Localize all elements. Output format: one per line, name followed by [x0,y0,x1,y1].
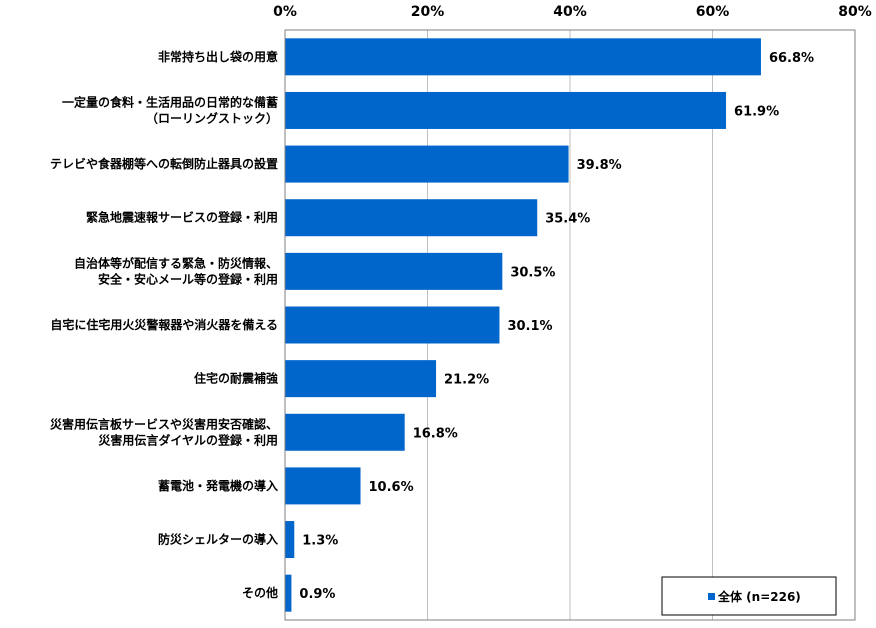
bar [285,467,361,505]
category-label: 災害用伝言ダイヤルの登録・利用 [98,432,278,447]
bar [285,145,569,183]
bar [285,306,500,344]
value-label: 35.4% [545,212,590,227]
value-label: 30.1% [507,319,552,334]
plot-frame [284,29,856,621]
category-label: 蓄電池・発電機の導入 [158,478,278,493]
legend-box [661,576,837,616]
bars [285,38,761,612]
category-label: （ローリングストック） [146,110,278,125]
bar [285,252,503,290]
legend: 全体 (n=226) [661,576,837,616]
category-label: 住宅の耐震補強 [194,371,278,386]
bar [285,413,405,451]
category-label: その他 [242,585,278,600]
x-tick-labels: 0% 20% 40% 60% 80% [273,4,872,20]
value-label: 1.3% [302,534,338,549]
category-label: 非常持ち出し袋の用意 [158,49,278,64]
x-tick-label: 40% [553,4,587,20]
legend-swatch [708,593,715,600]
value-label: 39.8% [577,158,622,173]
bar [285,360,437,398]
value-label: 21.2% [444,373,489,388]
x-tick-label: 80% [838,4,872,20]
x-tick-label: 60% [696,4,730,20]
category-label: 一定量の食料・生活用品の日常的な備蓄 [62,94,278,109]
bar [285,199,538,237]
category-label: 安全・安心メール等の登録・利用 [98,271,278,286]
value-label: 16.8% [413,426,458,441]
value-label: 30.5% [510,265,555,280]
category-label: テレビや食器棚等への転倒防止器具の設置 [50,156,278,171]
x-tick-label: 20% [411,4,445,20]
bar [285,574,292,612]
x-tick-label: 0% [273,4,297,20]
bar [285,521,295,559]
category-label: 緊急地震速報サービスの登録・利用 [86,210,278,225]
category-label: 防災シェルターの導入 [158,532,278,547]
bar [285,38,761,76]
value-labels: 66.8% 61.9% 39.8% 35.4% 30.5% 30.1% 21.2% 16.8%… [299,51,814,602]
value-label: 66.8% [769,51,814,66]
category-label: 自宅に住宅用火災警報器や消火器を備える [50,317,278,332]
category-label: 自治体等が配信する緊急・防災情報、 [74,255,278,270]
category-label: 災害用伝言板サービスや災害用安否確認、 [50,416,278,431]
value-label: 0.9% [299,587,335,602]
bar [285,91,727,129]
value-label: 61.9% [734,104,779,119]
legend-label: 全体 (n=226) [717,589,801,604]
value-label: 10.6% [369,480,414,495]
